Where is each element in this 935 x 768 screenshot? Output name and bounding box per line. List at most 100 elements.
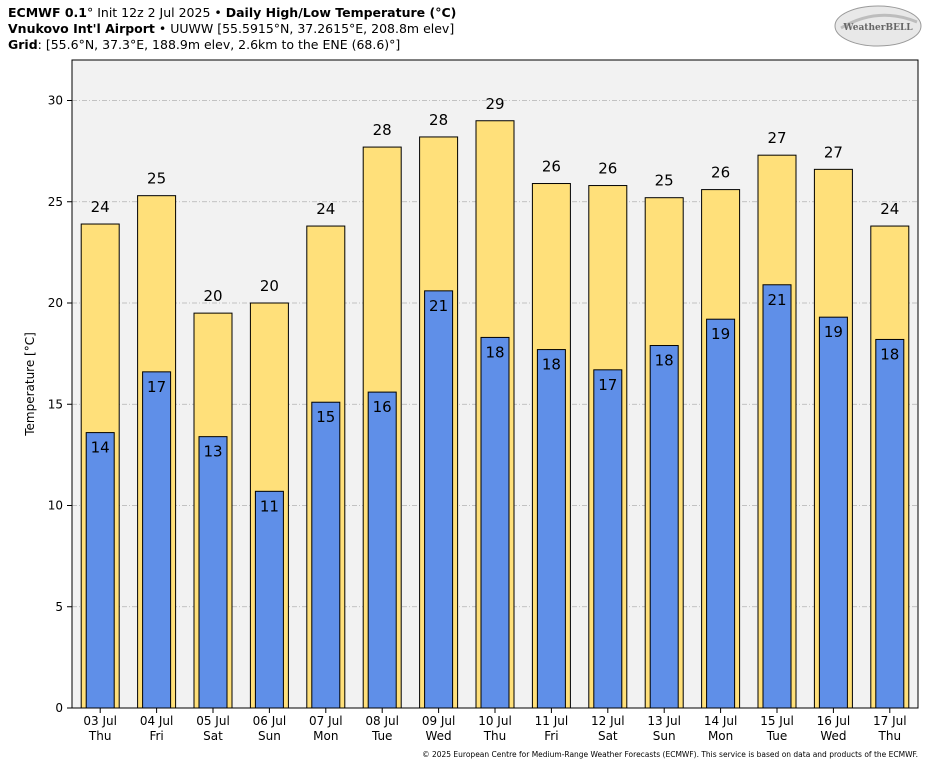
high-value-label: 24 [880, 200, 899, 218]
low-value-label: 16 [373, 398, 392, 416]
high-value-label: 29 [485, 95, 504, 113]
y-tick-label: 5 [55, 600, 63, 614]
x-tick-label-day: Wed [426, 729, 452, 743]
x-tick-label-day: Thu [483, 729, 507, 743]
y-tick-label: 25 [48, 195, 63, 209]
low-value-label: 13 [203, 443, 222, 461]
x-tick-label-date: 06 Jul [253, 714, 287, 728]
high-value-label: 26 [711, 164, 730, 182]
low-value-label: 21 [767, 291, 786, 309]
low-bar [311, 401, 341, 709]
low-bar [875, 338, 905, 709]
grid-label: Grid [8, 37, 38, 52]
x-tick-label-date: 04 Jul [140, 714, 174, 728]
low-bar [536, 349, 566, 709]
low-value-label: 18 [485, 343, 504, 361]
x-tick-label-date: 10 Jul [478, 714, 512, 728]
low-value-label: 17 [598, 376, 617, 394]
x-tick-label-day: Fri [544, 729, 558, 743]
x-tick-label-day: Tue [371, 729, 393, 743]
x-tick-label-day: Tue [766, 729, 788, 743]
y-axis-label: Temperature [°C] [23, 332, 37, 437]
high-value-label: 27 [767, 129, 786, 147]
y-tick-label: 10 [48, 499, 63, 513]
x-tick-label-day: Mon [313, 729, 338, 743]
low-bar [254, 490, 284, 709]
x-tick-label-day: Thu [88, 729, 112, 743]
y-tick-label: 15 [48, 397, 63, 411]
low-bar [367, 391, 397, 709]
y-tick-label: 30 [48, 94, 63, 108]
low-bar [424, 290, 454, 709]
x-tick-label-day: Sat [598, 729, 618, 743]
station-name: Vnukovo Int'l Airport [8, 21, 155, 36]
high-value-label: 26 [598, 160, 617, 178]
low-value-label: 11 [260, 497, 279, 515]
separator: • [210, 5, 226, 20]
x-tick-label-date: 12 Jul [591, 714, 625, 728]
init-time: ° Init 12z 2 Jul 2025 [86, 5, 211, 20]
low-value-label: 21 [429, 297, 448, 315]
low-bar [480, 336, 510, 709]
low-bar [142, 371, 172, 709]
x-tick-label-date: 03 Jul [83, 714, 117, 728]
high-value-label: 28 [429, 111, 448, 129]
x-tick-label-day: Mon [708, 729, 733, 743]
x-tick-label-day: Sun [258, 729, 281, 743]
title-line-2: Vnukovo Int'l Airport • UUWW [55.5915°N,… [8, 21, 454, 37]
x-tick-label-day: Thu [878, 729, 902, 743]
low-bar [593, 369, 623, 709]
x-tick-label-date: 17 Jul [873, 714, 907, 728]
x-tick-label-date: 14 Jul [704, 714, 738, 728]
high-value-label: 20 [203, 287, 222, 305]
logo-text: WeatherBELL [842, 23, 913, 33]
grid-detail: : [55.6°N, 37.3°E, 188.9m elev, 2.6km to… [37, 37, 401, 52]
low-value-label: 18 [542, 356, 561, 374]
low-value-label: 18 [655, 352, 674, 370]
x-tick-label-date: 08 Jul [365, 714, 399, 728]
low-bar [762, 284, 792, 709]
x-tick-label-day: Wed [820, 729, 846, 743]
plot-frame [71, 59, 919, 709]
x-tick-label-day: Fri [149, 729, 163, 743]
low-bar [85, 432, 115, 709]
x-tick-label-date: 05 Jul [196, 714, 230, 728]
high-value-label: 28 [373, 121, 392, 139]
y-tick-label: 0 [55, 701, 63, 715]
product-title: Daily High/Low Temperature (°C) [225, 5, 457, 20]
title-line-3: Grid: [55.6°N, 37.3°E, 188.9m elev, 2.6k… [8, 37, 400, 53]
low-value-label: 19 [824, 323, 843, 341]
high-value-label: 24 [316, 200, 335, 218]
low-bar [649, 345, 679, 709]
x-tick-label-date: 13 Jul [647, 714, 681, 728]
title-line-1: ECMWF 0.1° Init 12z 2 Jul 2025 • Daily H… [8, 5, 456, 21]
copyright-notice: © 2025 European Centre for Medium-Range … [422, 750, 918, 759]
low-value-label: 15 [316, 408, 335, 426]
high-value-label: 20 [260, 277, 279, 295]
station-detail: • UUWW [55.5915°N, 37.2615°E, 208.8m ele… [154, 21, 455, 36]
x-tick-label-date: 11 Jul [535, 714, 569, 728]
x-tick-label-date: 16 Jul [817, 714, 851, 728]
low-value-label: 18 [880, 345, 899, 363]
high-value-label: 26 [542, 158, 561, 176]
x-tick-label-date: 07 Jul [309, 714, 343, 728]
low-bar [198, 436, 228, 709]
model-name: ECMWF 0.1 [8, 5, 87, 20]
x-tick-label-day: Sat [203, 729, 223, 743]
high-value-label: 25 [655, 172, 674, 190]
x-tick-label-date: 09 Jul [422, 714, 456, 728]
x-tick-label-day: Sun [653, 729, 676, 743]
low-bar [818, 316, 848, 709]
y-tick-label: 20 [48, 296, 63, 310]
high-value-label: 25 [147, 170, 166, 188]
high-value-label: 24 [91, 198, 110, 216]
x-tick-label-date: 15 Jul [760, 714, 794, 728]
low-value-label: 19 [711, 325, 730, 343]
low-value-label: 14 [91, 439, 110, 457]
weatherbell-logo: WeatherBELL [834, 5, 922, 47]
low-bar [706, 318, 736, 709]
low-value-label: 17 [147, 378, 166, 396]
high-value-label: 27 [824, 143, 843, 161]
